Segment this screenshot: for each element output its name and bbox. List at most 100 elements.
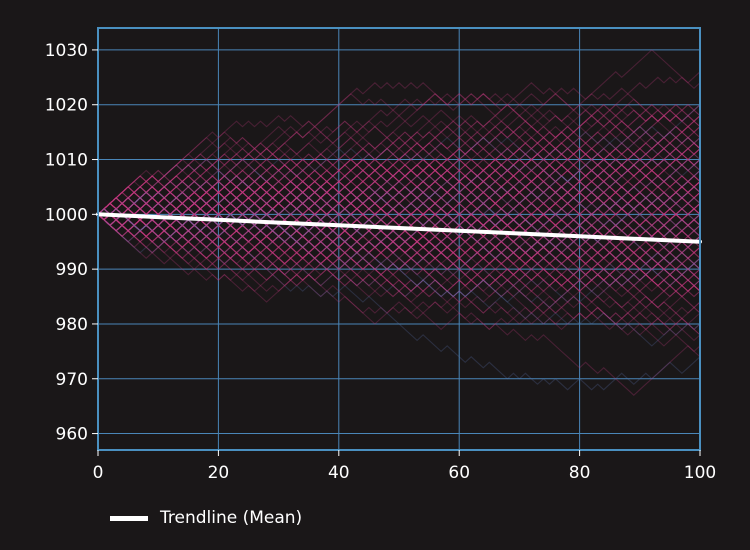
random-walk-path [97,158,701,243]
random-walk-path [97,120,701,221]
random-walk-path [97,213,701,287]
random-walk-path [97,208,701,303]
random-walk-path [97,175,701,248]
random-walk-path [97,197,701,248]
random-walk-path [97,136,701,243]
random-walk-path [97,131,701,232]
random-walk-path [97,186,701,243]
random-walk-path [97,213,701,320]
random-walk-path [97,158,701,243]
random-walk-path [97,142,701,227]
random-walk-path [97,120,701,232]
trendline-layer [96,212,702,244]
random-walk-path [97,180,701,270]
plot-frame [97,27,701,451]
x-tick-label: 20 [208,463,230,483]
random-walk-path [97,136,701,215]
random-walk-path [97,180,701,270]
random-walk-path [97,169,701,238]
random-walk-path [97,147,701,227]
random-walk-path [97,180,701,259]
random-walk-path [97,208,701,270]
random-walk-path [97,164,701,238]
random-walk-path [97,180,701,243]
random-walk-path [97,175,701,216]
random-walk-path [97,169,701,243]
random-walk-path [97,202,701,309]
random-walk-path [97,120,701,221]
random-walk-path [97,164,701,238]
random-walk-path [97,213,701,265]
random-walk-path [97,213,701,347]
random-walk-path [97,125,701,232]
random-walk-path [97,125,701,216]
random-walk-path [97,180,701,281]
random-walk-path [97,93,701,221]
random-walk-path [97,104,701,243]
random-walk-path [97,208,701,292]
random-walk-path [97,186,701,298]
random-walk-path [97,180,701,248]
random-walk-path [97,153,701,215]
random-walk-path [97,103,701,227]
x-axis-ticks: 0 20 40 60 80 100 [93,450,716,483]
random-walk-path [97,208,701,287]
random-walk-path [97,186,701,248]
random-walk-path [97,103,701,221]
random-walk-path [97,142,701,238]
random-walk-path [97,76,701,232]
random-walk-path [97,131,701,227]
random-walk-path [97,180,701,248]
random-walk-path [97,186,701,336]
random-walk-path [97,148,701,221]
random-walk-paths [97,49,701,396]
random-walk-path [97,191,701,281]
random-walk-path [97,202,701,292]
random-walk-path [97,191,701,265]
random-walk-path [97,186,701,232]
random-walk-path [97,147,701,232]
x-tick-label: 60 [448,463,470,483]
random-walk-path [97,147,701,216]
random-walk-path [97,180,701,238]
random-walk-path [97,202,701,254]
random-walk-path [97,158,701,221]
random-walk-path [97,197,701,259]
random-walk-path [97,186,701,331]
random-walk-path [97,213,701,303]
random-walk-path [97,208,701,270]
random-walk-path [97,136,701,237]
random-walk-path [97,213,701,276]
random-walk-path [97,213,701,281]
random-walk-path [97,169,701,238]
random-walk-path [97,197,701,265]
random-walk-path [97,186,701,276]
random-walk-path [97,213,701,281]
random-walk-path [97,202,701,265]
random-walk-path [97,158,701,216]
random-walk-path [97,142,701,227]
random-walk-path [97,169,701,232]
random-walk-path [97,164,701,238]
x-tick-label: 100 [684,463,716,483]
random-walk-path [97,191,701,265]
random-walk-path [97,175,701,238]
random-walk-path [97,120,701,232]
random-walk-path [97,181,701,254]
random-walk-path [97,213,701,342]
random-walk-path [97,142,701,232]
random-walk-path [97,175,701,287]
y-tick-label: 1020 [45,96,88,116]
random-walk-path [97,164,701,226]
random-walk-path [97,153,701,227]
random-walk-path [97,197,701,314]
random-walk-path [97,125,701,216]
random-walk-path [97,158,701,270]
random-walk-path [97,158,701,254]
y-tick-label: 990 [56,260,88,280]
random-walk-path [97,213,701,303]
random-walk-path [97,186,701,232]
random-walk-path [97,213,701,336]
random-walk-path [97,186,701,281]
random-walk-path [97,93,701,221]
